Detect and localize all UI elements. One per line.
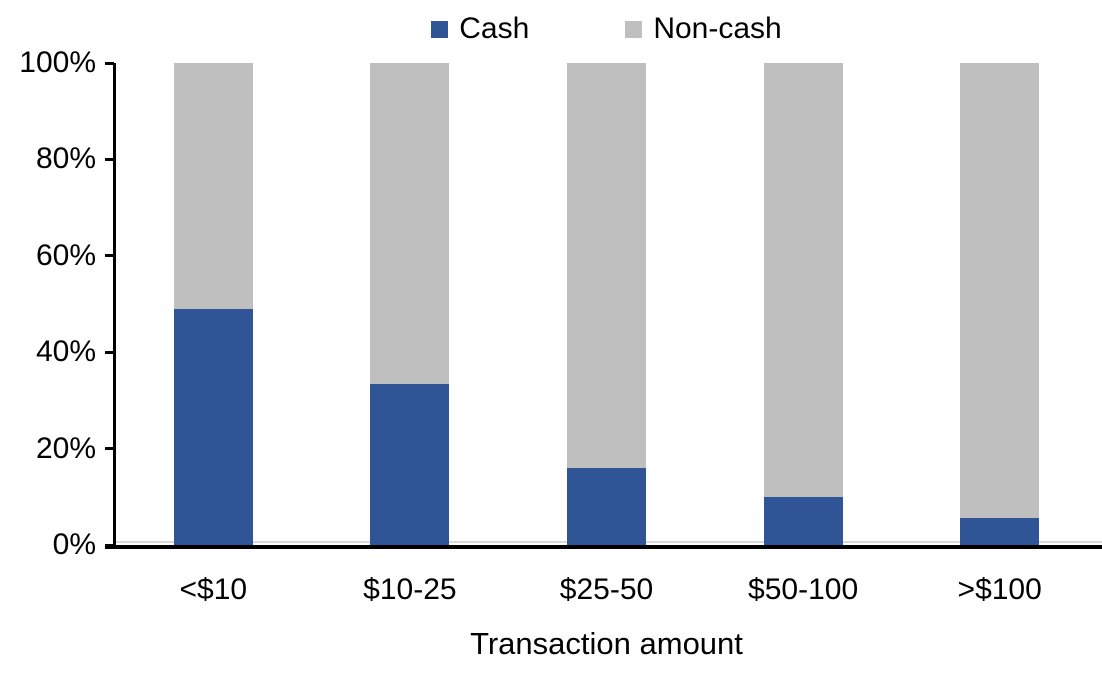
y-axis-line xyxy=(113,63,116,548)
bar-cash-3 xyxy=(567,467,646,545)
x-tick-label: <$10 xyxy=(179,573,248,606)
bar-non-cash-4 xyxy=(763,63,843,497)
x-tick-label: $50-100 xyxy=(748,573,859,606)
y-tick-label: 80% xyxy=(35,142,96,176)
x-tick-label: >$100 xyxy=(957,573,1042,606)
x-tick-label: $25-50 xyxy=(559,573,654,606)
non-cash-swatch xyxy=(625,20,643,38)
y-tick xyxy=(105,61,114,65)
bar-non-cash-1 xyxy=(173,63,253,309)
x-tick-label: $10-25 xyxy=(363,573,457,606)
legend-label-cash: Cash xyxy=(459,12,530,45)
x-axis-line xyxy=(105,545,1102,549)
bar-cash-4 xyxy=(763,496,843,545)
y-tick-label: 40% xyxy=(35,335,96,369)
bar-non-cash-2 xyxy=(370,63,450,384)
y-tick-label: 60% xyxy=(35,238,96,272)
legend-item-cash: Cash xyxy=(431,12,529,46)
y-tick xyxy=(105,447,114,451)
legend: Cash Non-cash xyxy=(115,12,1098,46)
cash-swatch xyxy=(431,20,449,38)
y-tick xyxy=(105,157,114,161)
y-tick-label: 20% xyxy=(35,431,96,465)
y-tick-label: 0% xyxy=(52,528,96,561)
y-tick xyxy=(105,350,114,354)
y-tick-label: 100% xyxy=(19,46,96,79)
bar-non-cash-5 xyxy=(960,63,1040,519)
bar-cash-2 xyxy=(370,383,450,545)
x-axis-title: Transaction amount xyxy=(470,626,743,661)
bar-cash-1 xyxy=(173,308,253,545)
y-tick xyxy=(105,254,114,258)
legend-label-non-cash: Non-cash xyxy=(653,12,782,45)
legend-item-non-cash: Non-cash xyxy=(625,12,782,46)
bar-non-cash-3 xyxy=(567,63,646,468)
bar-cash-5 xyxy=(960,518,1040,545)
